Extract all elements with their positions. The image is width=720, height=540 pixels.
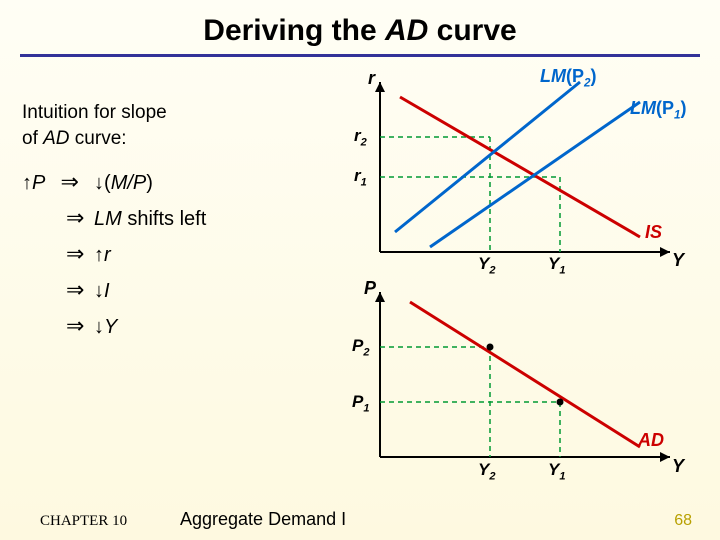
implication-line-1: P ⇒ (M/P): [22, 167, 322, 197]
title-italic: AD: [385, 14, 428, 47]
axis-label-Y-top: Y: [672, 250, 684, 271]
down-arrow-icon: [94, 316, 104, 338]
implies-icon: ⇒: [66, 313, 84, 338]
var-LM: LM: [94, 208, 122, 230]
axis-label-P: P: [364, 278, 376, 299]
title-pre: Deriving the: [203, 14, 385, 47]
implies-icon: ⇒: [60, 169, 78, 194]
axis-label-r: r: [368, 68, 375, 89]
var-Y: Y: [104, 316, 117, 338]
tick-y2-bot: Y2: [478, 460, 496, 482]
left-column: Intuition for slope of AD curve: P ⇒ (M/…: [22, 100, 322, 347]
implication-line-2: ⇒ LM shifts left: [62, 203, 322, 233]
var-I: I: [104, 280, 110, 302]
down-arrow-icon: [94, 172, 104, 194]
up-arrow-icon: [22, 172, 32, 194]
down-arrow-icon: [94, 280, 104, 302]
chapter-title: Aggregate Demand I: [180, 509, 346, 530]
intro-line2-pre: of: [22, 128, 43, 149]
implies-icon: ⇒: [66, 241, 84, 266]
slide-title: Deriving the AD curve: [0, 0, 720, 54]
is-label: IS: [645, 222, 662, 243]
lm-shifts-text: shifts left: [122, 208, 206, 230]
lm1-label: LM(P1): [630, 98, 687, 122]
implication-line-3: ⇒ r: [62, 239, 322, 269]
title-post: curve: [428, 14, 516, 47]
implication-line-5: ⇒ Y: [62, 311, 322, 341]
tick-p1: P1: [352, 392, 370, 414]
var-r: r: [104, 244, 111, 266]
ad-label: AD: [638, 430, 664, 451]
tick-y1-bot: Y1: [548, 460, 566, 482]
lm2-label: LM(P2): [540, 66, 597, 90]
up-arrow-icon: [94, 244, 104, 266]
title-underline: [20, 54, 700, 57]
ad-chart: [340, 282, 700, 482]
implication-line-4: ⇒ I: [62, 275, 322, 305]
tick-y2-top: Y2: [478, 254, 496, 276]
axis-label-Y-bot: Y: [672, 456, 684, 477]
intro-line2-post: curve:: [70, 128, 127, 149]
implies-icon: ⇒: [66, 205, 84, 230]
tick-r2: r2: [354, 126, 367, 148]
tick-y1-top: Y1: [548, 254, 566, 276]
page-number: 68: [674, 512, 692, 530]
tick-r1: r1: [354, 166, 367, 188]
intro-line2-ad: AD: [43, 128, 69, 149]
chapter-label: CHAPTER 10: [40, 513, 127, 530]
intro-text: Intuition for slope of AD curve:: [22, 100, 322, 151]
var-MP: M/P: [111, 172, 147, 194]
tick-p2: P2: [352, 336, 370, 358]
intro-line1: Intuition for slope: [22, 102, 167, 123]
var-P: P: [32, 172, 45, 194]
charts-region: r r2 r1 Y2 Y1 Y LM(P2) LM(P1) IS P P2 P1…: [340, 72, 700, 472]
implies-icon: ⇒: [66, 277, 84, 302]
